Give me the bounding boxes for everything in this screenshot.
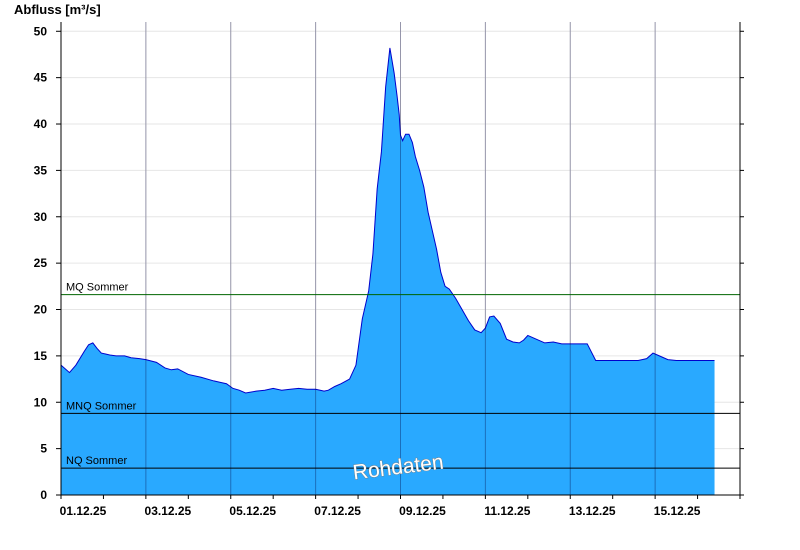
- reference-line-label: MNQ Sommer: [66, 400, 137, 412]
- y-tick-label: 50: [34, 24, 48, 38]
- x-tick-label: 15.12.25: [654, 504, 701, 518]
- x-tick-label: 05.12.25: [229, 504, 276, 518]
- y-tick-label: 0: [40, 488, 47, 502]
- y-tick-label: 35: [34, 163, 48, 177]
- x-tick-label: 11.12.25: [484, 504, 530, 518]
- y-tick-label: 30: [34, 210, 48, 224]
- discharge-area: [61, 47, 715, 495]
- y-tick-label: 20: [34, 303, 48, 317]
- reference-line-label: MQ Sommer: [66, 282, 129, 294]
- y-tick-label: 45: [34, 71, 48, 85]
- reference-line-label: NQ Sommer: [66, 455, 127, 467]
- x-tick-label: 13.12.25: [569, 504, 616, 518]
- y-tick-label: 5: [40, 442, 47, 456]
- y-tick-label: 25: [34, 256, 48, 270]
- discharge-line: [60, 47, 715, 394]
- x-tick-label: 09.12.25: [399, 504, 446, 518]
- x-tick-label: 01.12.25: [60, 504, 107, 518]
- y-tick-label: 40: [34, 117, 48, 131]
- x-tick-label: 03.12.25: [145, 504, 192, 518]
- y-tick-label: 10: [34, 395, 48, 409]
- y-axis-title: Abfluss [m³/s]: [14, 2, 101, 17]
- y-tick-label: 15: [34, 349, 48, 363]
- x-tick-label: 07.12.25: [314, 504, 361, 518]
